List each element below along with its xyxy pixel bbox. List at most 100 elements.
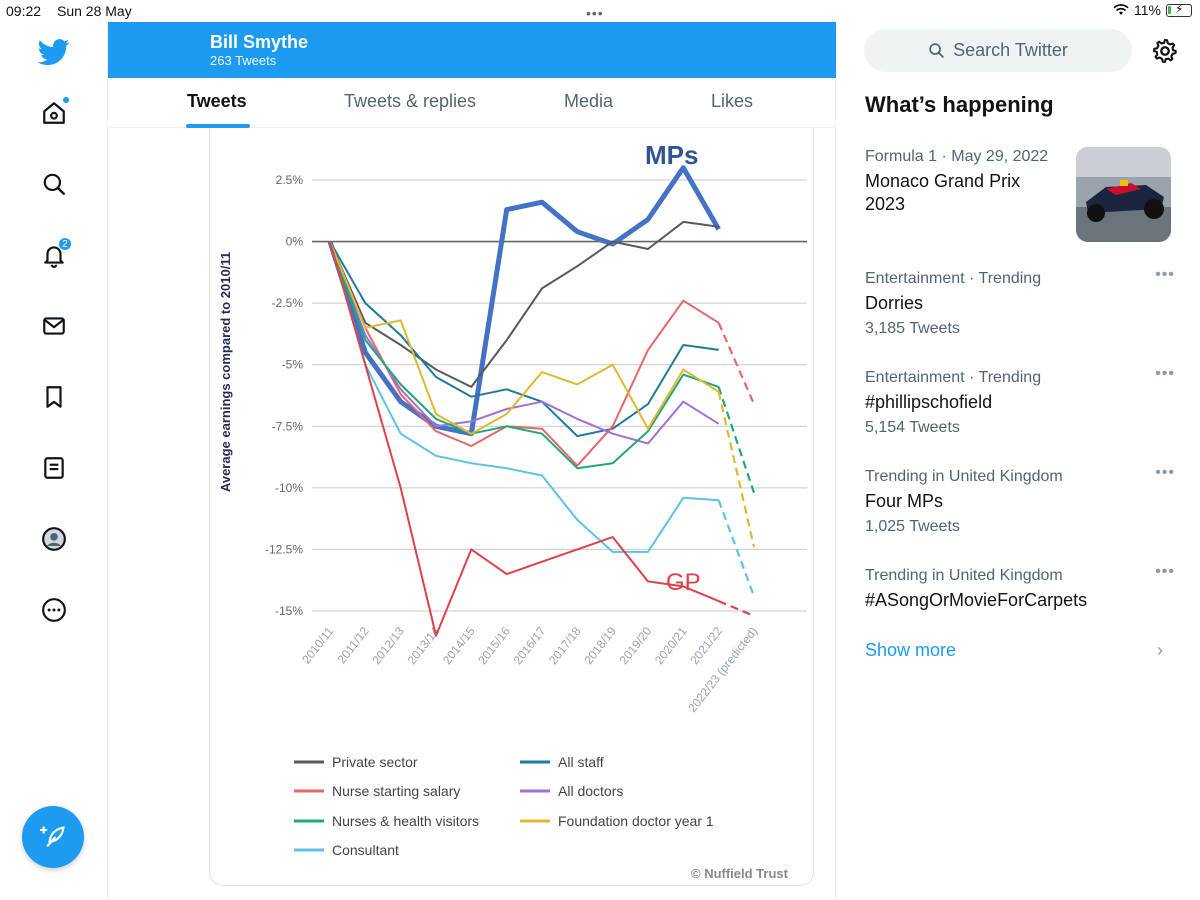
chart-series-projection (718, 600, 755, 617)
profile-tweet-count: 263 Tweets (210, 53, 277, 68)
compose-tweet-button[interactable] (22, 806, 84, 868)
main-column: Bill Smythe 263 Tweets Tweets Tweets & r… (107, 22, 836, 900)
chart-y-tick: -15% (275, 604, 303, 618)
active-tab-indicator (186, 124, 250, 128)
notifications-icon[interactable]: 2 (38, 237, 72, 271)
multitask-handle[interactable]: ••• (586, 5, 604, 21)
search-icon (929, 43, 944, 58)
chart-x-tick: 2016/17 (511, 624, 549, 667)
chevron-right-icon: › (1157, 640, 1163, 660)
chart-x-tick: 2022/23 (predicted) (685, 624, 760, 715)
chart-series-line (329, 241, 720, 435)
trend-meta: Entertainment · Trending (865, 369, 1042, 386)
battery-percent: 11% (1134, 2, 1161, 18)
chart-legend-label: Consultant (332, 842, 399, 858)
chart-y-axis-label: Average earnings compared to 2010/11 (218, 252, 233, 492)
chart-x-tick: 2015/16 (475, 624, 513, 667)
trend-meta: Formula 1 · May 29, 2022 (865, 148, 1049, 165)
chart-annotation-mps: MPs (645, 140, 698, 170)
trend-item[interactable]: ••• Trending in United Kingdom #ASongOrM… (865, 563, 1175, 612)
more-options-icon[interactable] (38, 594, 70, 626)
home-icon[interactable] (38, 96, 70, 129)
profile-avatar-icon[interactable] (38, 523, 70, 555)
chart-series-projection (717, 499, 756, 597)
trend-item[interactable]: Formula 1 · May 29, 2022 Monaco Grand Pr… (865, 148, 1175, 216)
home-new-dot (62, 96, 70, 104)
chart-legend-label: Nurse starting salary (332, 783, 460, 799)
tweet-media-image[interactable]: 2.5% 0% -2.5% -5% -7.5% -10% -12.5% -15% 2010/1… (209, 128, 814, 886)
trend-thumbnail-image[interactable] (1076, 147, 1171, 242)
chart-series-line (329, 241, 720, 470)
chart-series-line (329, 241, 719, 438)
tab-tweets[interactable]: Tweets (187, 91, 247, 111)
tab-media[interactable]: Media (564, 91, 614, 111)
chart-series-projection (717, 391, 756, 548)
messages-icon[interactable] (38, 310, 70, 342)
trend-title: Monaco Grand Prix 2023 (865, 171, 1021, 214)
explore-icon[interactable] (38, 168, 70, 200)
twitter-logo-icon[interactable] (38, 36, 70, 68)
chart-y-tick: -12.5% (265, 542, 303, 556)
trend-item[interactable]: ••• Trending in United Kingdom Four MPs … (865, 464, 1175, 536)
earnings-line-chart: 2.5% 0% -2.5% -5% -7.5% -10% -12.5% -15% 2010/1… (218, 140, 807, 881)
chart-series-line (329, 241, 720, 445)
chart-legend-label: All staff (558, 754, 604, 770)
chart-annotation-gp: GP (666, 569, 701, 596)
chart-y-tick: -5% (282, 358, 304, 372)
trend-meta: Trending in United Kingdom (865, 468, 1063, 485)
profile-header: Bill Smythe 263 Tweets (108, 22, 836, 78)
profile-name: Bill Smythe (210, 32, 309, 52)
chart-x-tick: 2021/22 (687, 624, 725, 667)
settings-gear-icon[interactable] (1151, 37, 1179, 65)
chart-series-projection (717, 386, 756, 494)
trend-item[interactable]: ••• Entertainment · Trending Dorries 3,1… (865, 266, 1175, 338)
wifi-icon (1113, 4, 1129, 15)
chart-x-tick: 2020/21 (652, 624, 690, 667)
chart-series-line (329, 241, 720, 637)
trend-count: 3,185 Tweets (865, 320, 960, 337)
left-nav: 2 (0, 22, 107, 900)
status-time: 09:22 (6, 3, 42, 19)
trend-count: 1,025 Tweets (865, 518, 960, 535)
status-date: Sun 28 May (57, 3, 132, 19)
battery-icon: ⚡ (1166, 2, 1192, 17)
trend-more-icon[interactable]: ••• (1155, 563, 1175, 580)
chart-y-tick: -10% (275, 481, 303, 495)
chart-x-tick: 2019/20 (617, 624, 655, 667)
chart-series-line (327, 165, 721, 437)
chart-series-line (329, 241, 719, 553)
tab-likes[interactable]: Likes (711, 91, 754, 111)
chart-series-line (329, 241, 720, 467)
trend-more-icon[interactable]: ••• (1155, 365, 1175, 382)
lists-icon[interactable] (38, 452, 70, 484)
trend-meta: Entertainment · Trending (865, 270, 1042, 287)
chart-y-tick: -2.5% (272, 296, 304, 310)
chart-y-tick: -7.5% (272, 419, 304, 433)
notification-badge: 2 (58, 237, 72, 251)
trend-title: Dorries (865, 293, 924, 313)
trend-title: #phillipschofield (865, 392, 993, 412)
chart-y-tick: 2.5% (276, 173, 304, 187)
chart-x-tick: 2011/12 (334, 624, 371, 666)
trend-more-icon[interactable]: ••• (1155, 266, 1175, 283)
trend-count: 5,154 Tweets (865, 419, 960, 436)
chart-x-tick: 2018/19 (581, 624, 619, 667)
feather-plus-icon (40, 826, 65, 848)
chart-x-tick: 2012/13 (369, 624, 407, 667)
right-sidebar: Search Twitter What’s happening Formula … (836, 22, 1200, 900)
show-more-link[interactable]: Show more (865, 640, 957, 660)
chart-x-tick: 2014/15 (440, 624, 478, 667)
trend-meta: Trending in United Kingdom (865, 567, 1063, 584)
bookmarks-icon[interactable] (38, 381, 70, 413)
tab-tweets-replies[interactable]: Tweets & replies (344, 91, 477, 111)
search-placeholder: Search Twitter (953, 40, 1068, 60)
chart-legend-label: Private sector (332, 754, 418, 770)
chart-legend-label: All doctors (558, 783, 623, 799)
search-input[interactable]: Search Twitter (864, 29, 1132, 72)
whats-happening-title: What’s happening (865, 92, 1054, 117)
chart-x-tick: 2013/14 (405, 624, 443, 667)
chart-x-tick: 2010/11 (299, 624, 336, 666)
chart-y-tick: 0% (286, 235, 304, 249)
trend-item[interactable]: ••• Entertainment · Trending #phillipsch… (865, 365, 1175, 437)
trend-more-icon[interactable]: ••• (1155, 464, 1175, 481)
